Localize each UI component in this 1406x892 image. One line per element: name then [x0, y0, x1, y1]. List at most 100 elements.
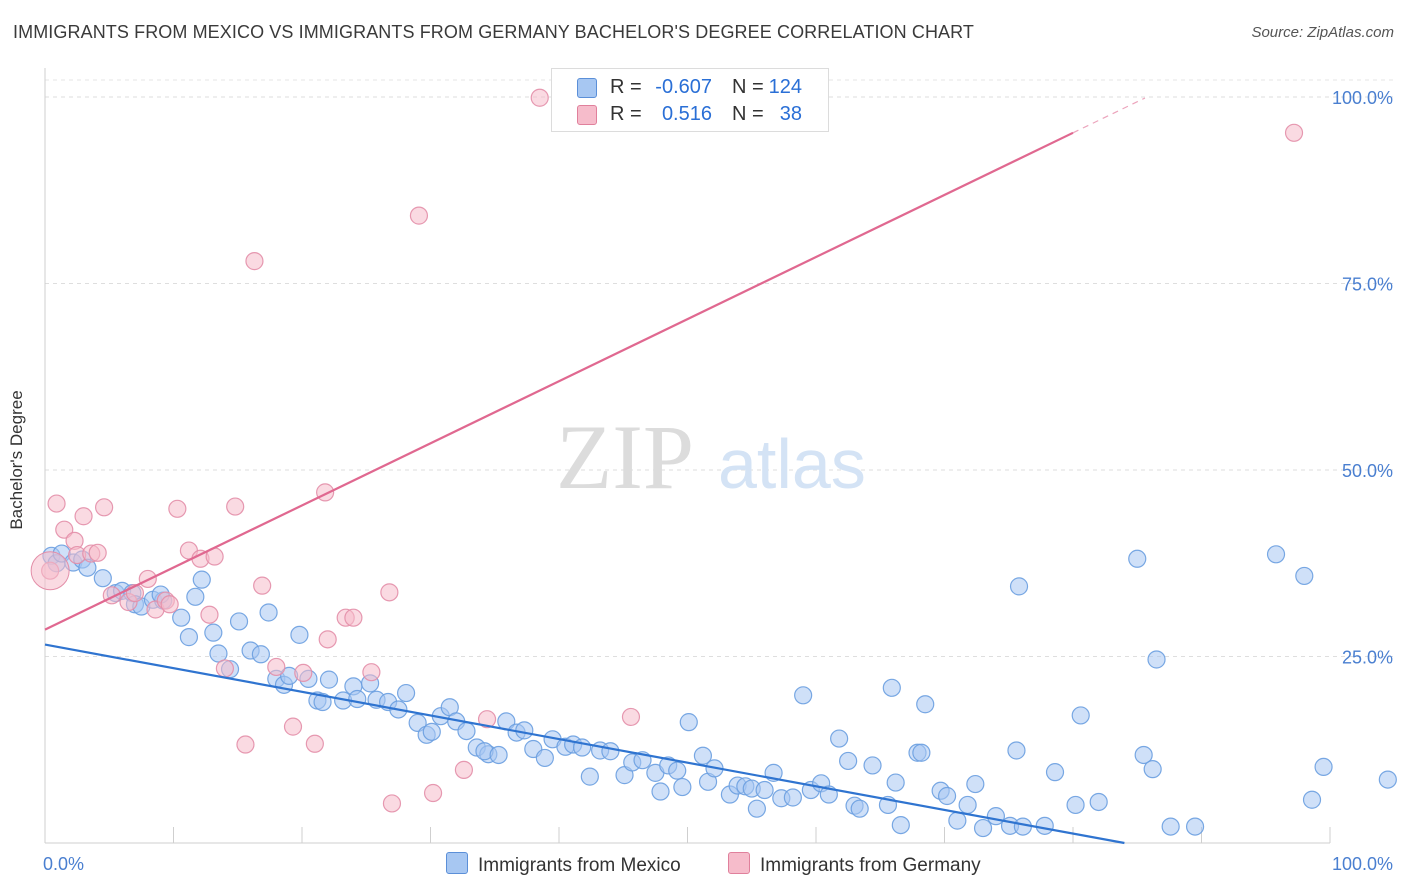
legend-row-germany: R = 0.516 N = 38: [552, 100, 828, 128]
germany-point: [55, 520, 74, 539]
mexico-point: [1071, 706, 1090, 725]
y-tick-label: 25.0%: [1342, 648, 1393, 668]
mexico-points: [42, 544, 1397, 838]
legend-r-label: R =: [610, 103, 642, 125]
y-axis-label-wrap: Bachelor's Degree: [0, 380, 34, 540]
mexico-trend-line: [44, 643, 1125, 845]
germany-point: [621, 707, 641, 727]
germany-point: [215, 659, 234, 678]
legend-n-label: N =: [732, 103, 764, 125]
germany-point: [283, 717, 303, 736]
germany-point: [454, 760, 474, 779]
trend-lines: [44, 97, 1146, 845]
mexico-point: [966, 774, 985, 794]
x-tick-label: 0.0%: [43, 854, 84, 874]
legend-r-value: 0.516: [661, 103, 712, 125]
mexico-point: [668, 761, 687, 780]
mexico-point: [396, 683, 416, 703]
legend-swatch-mexico: [577, 78, 597, 98]
y-tick-label: 50.0%: [1342, 461, 1393, 481]
mexico-point: [457, 721, 476, 741]
mexico-point: [1266, 545, 1286, 564]
y-tick-label: 100.0%: [1332, 88, 1393, 108]
mexico-point: [973, 818, 993, 838]
mexico-point: [251, 645, 270, 664]
mexico-point: [290, 625, 309, 644]
mexico-point: [916, 695, 935, 714]
watermark-atlas: atlas: [718, 425, 866, 503]
mexico-point: [580, 767, 599, 786]
mexico-point: [948, 811, 967, 830]
bottom-legend-label-mexico: Immigrants from Mexico: [478, 855, 681, 876]
germany-point: [74, 507, 93, 526]
germany-point: [423, 783, 443, 803]
bottom-legend-label-germany: Immigrants from Germany: [760, 855, 981, 876]
germany-point: [294, 663, 313, 683]
mexico-point: [679, 713, 698, 732]
x-tick-label: 100.0%: [1332, 854, 1393, 874]
mexico-point: [747, 799, 766, 818]
mexico-point: [886, 773, 905, 792]
bottom-legend-swatch-mexico: [446, 852, 468, 874]
mexico-point: [1007, 741, 1026, 760]
mexico-point: [755, 780, 774, 800]
mexico-point: [1161, 817, 1180, 836]
y-tick-label: 75.0%: [1342, 275, 1393, 295]
germany-point: [318, 630, 337, 649]
mexico-point: [179, 628, 199, 647]
mexico-point: [1128, 549, 1147, 568]
mexico-point: [1295, 566, 1314, 586]
chart-title: IMMIGRANTS FROM MEXICO VS IMMIGRANTS FRO…: [13, 22, 975, 42]
legend-r-value: -0.607: [655, 76, 712, 98]
germany-point: [253, 576, 272, 595]
germany-point: [305, 734, 324, 753]
mexico-point: [693, 746, 713, 765]
mexico-point: [515, 721, 534, 740]
mexico-point: [1302, 790, 1322, 809]
germany-point: [380, 583, 399, 602]
mexico-point: [1013, 817, 1032, 836]
mexico-point: [601, 742, 620, 761]
legend-n-value: 124: [768, 76, 802, 98]
germany-point: [409, 206, 429, 225]
germany-point: [382, 794, 402, 813]
germany-point: [530, 88, 549, 107]
germany-point-large: [30, 551, 70, 591]
mexico-point: [1035, 816, 1054, 835]
mexico-point: [1089, 792, 1108, 812]
mexico-point: [863, 756, 882, 775]
source-label: Source: ZipAtlas.com: [1251, 24, 1394, 41]
watermark-zip: ZIP: [556, 406, 694, 508]
bottom-legend-germany: Immigrants from Germany: [728, 852, 981, 877]
mexico-point: [313, 692, 332, 712]
tick-labels: 25.0% 50.0% 75.0% 100.0% 0.0% 100.0%: [43, 88, 1393, 874]
mexico-point: [229, 612, 249, 631]
mexico-point: [830, 729, 849, 748]
mexico-point: [958, 795, 977, 815]
mexico-point: [850, 799, 869, 818]
mexico-point: [1066, 795, 1085, 815]
germany-point: [88, 543, 107, 562]
mexico-point: [204, 623, 223, 642]
germany-point: [477, 710, 497, 729]
germany-point: [236, 735, 255, 754]
mexico-point: [172, 608, 191, 627]
mexico-point: [783, 788, 802, 807]
mexico-point: [1185, 817, 1205, 836]
axes: [44, 68, 1331, 844]
germany-point: [267, 657, 286, 677]
mexico-point: [1314, 757, 1333, 777]
mexico-point: [348, 689, 367, 709]
germany-point: [226, 497, 245, 516]
germany-point: [1284, 123, 1304, 142]
legend-swatch-germany: [577, 105, 597, 125]
germany-point: [168, 499, 187, 518]
mexico-point: [891, 815, 910, 835]
mexico-point: [673, 777, 692, 797]
grid-lines: [45, 79, 1393, 657]
mexico-point: [259, 603, 278, 622]
mexico-point: [839, 751, 858, 771]
mexico-point: [93, 569, 112, 588]
mexico-point: [1045, 763, 1065, 782]
